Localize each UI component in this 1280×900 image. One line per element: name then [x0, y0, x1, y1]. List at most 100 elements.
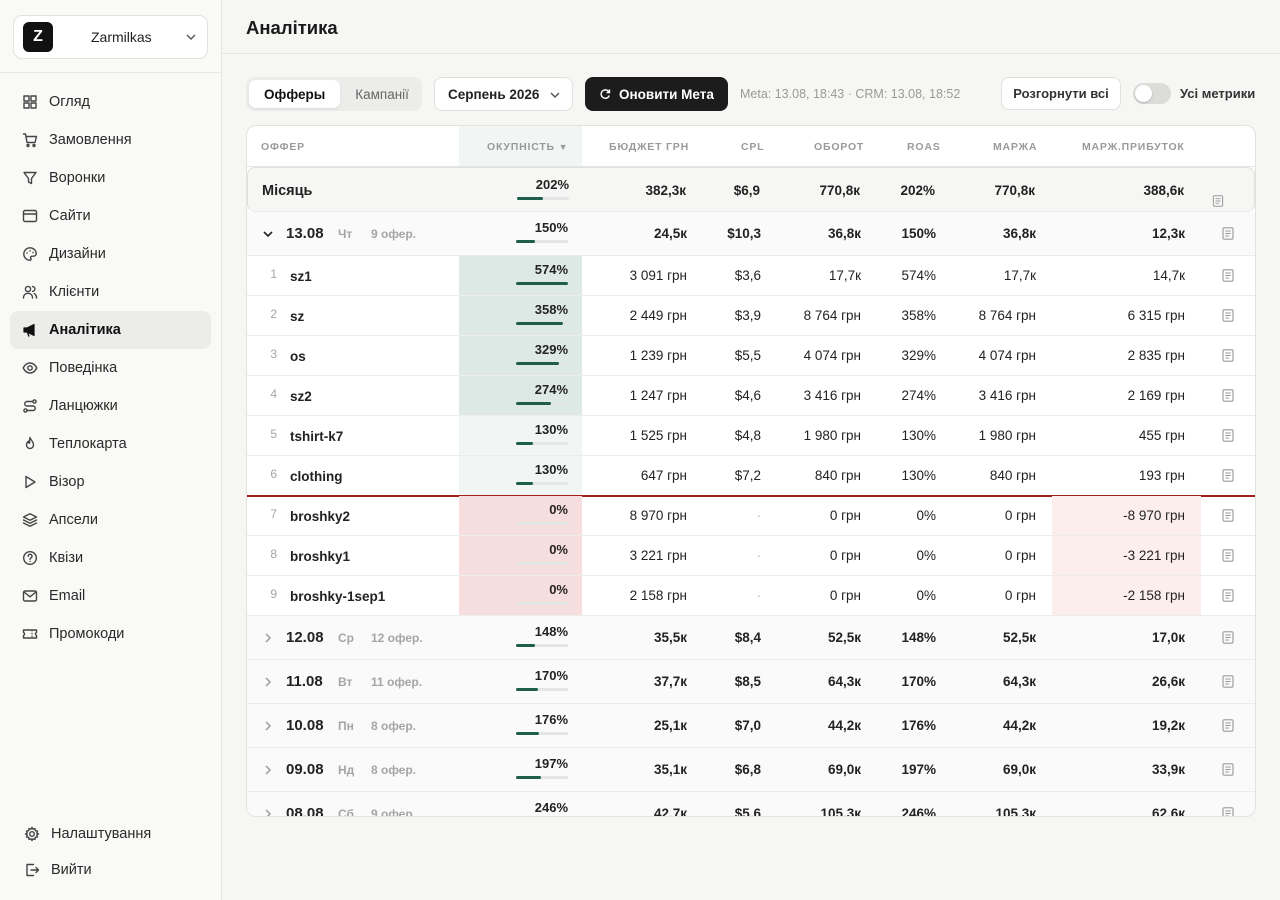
offer-name[interactable]: sz2 [290, 389, 312, 404]
tab-campaigns[interactable]: Кампанії [355, 86, 409, 102]
offer-name[interactable]: tshirt-k7 [290, 429, 344, 444]
chevron-right-icon[interactable] [261, 631, 275, 648]
document-icon[interactable] [1222, 389, 1234, 402]
offer-row: 0% 8 broshky1 3 221 грн · 0 грн 0% 0 грн -3 221 … [247, 536, 1255, 576]
margin-value: 770,8к [994, 183, 1035, 198]
sidebar-item-users[interactable]: Клієнти [10, 273, 211, 311]
day-row[interactable]: 176% 10.08 Пн 8 офер. 25,1к $7,0 44,2к 176% 44,2… [247, 704, 1255, 748]
day-offer-count: 8 офер. [371, 719, 417, 733]
okup-value: 274% [534, 382, 568, 397]
chevron-right-icon[interactable] [261, 763, 275, 780]
header-roas[interactable]: ROAS [907, 141, 941, 153]
document-icon[interactable] [1222, 309, 1234, 322]
document-icon[interactable] [1222, 807, 1234, 816]
document-icon[interactable] [1222, 349, 1234, 362]
document-icon[interactable] [1222, 763, 1234, 776]
chevron-right-icon[interactable] [261, 807, 275, 816]
roas-value: 246% [901, 806, 936, 817]
sidebar-item-logout[interactable]: Вийти [10, 852, 211, 888]
top-bar: Аналітика [222, 0, 1280, 54]
tab-offers[interactable]: Офферы [249, 80, 341, 108]
offer-rank: 1 [270, 267, 277, 281]
sidebar-item-play[interactable]: Візор [10, 463, 211, 501]
profit-value: -3 221 грн [1123, 548, 1185, 563]
document-icon[interactable] [1222, 509, 1234, 522]
day-date: 12.08 [286, 629, 324, 646]
offer-name[interactable]: broshky1 [290, 549, 351, 564]
sidebar-item-gear[interactable]: Налаштування [10, 816, 211, 852]
breakeven-divider [247, 495, 1255, 497]
profit-value: -8 970 грн [1123, 508, 1185, 523]
okup-value: 0% [549, 582, 568, 597]
sidebar-item-mail[interactable]: Email [10, 577, 211, 615]
okup-bar [516, 522, 568, 525]
document-icon[interactable] [1222, 469, 1234, 482]
header-budget[interactable]: БЮДЖЕТ ГРН [609, 141, 689, 153]
expand-all-button[interactable]: Розгорнути всі [1001, 77, 1121, 110]
refresh-meta-button[interactable]: Оновити Мета [585, 77, 728, 111]
sidebar-item-megaphone[interactable]: Аналітика [10, 311, 211, 349]
day-row[interactable]: 150% 13.08 Чт 9 офер. 24,5к $10,3 36,8к 150% 36,… [247, 212, 1255, 256]
cpl-value: $3,6 [734, 268, 761, 283]
sidebar-item-cart[interactable]: Замовлення [10, 121, 211, 159]
day-row[interactable]: 197% 09.08 Нд 8 офер. 35,1к $6,8 69,0к 197% 69,0… [247, 748, 1255, 792]
sidebar-item-palette[interactable]: Дизайни [10, 235, 211, 273]
offer-name[interactable]: clothing [290, 469, 343, 484]
document-icon[interactable] [1222, 719, 1234, 732]
cpl-value: $4,6 [734, 388, 761, 403]
header-margin[interactable]: МАРЖА [993, 141, 1038, 153]
okup-bar [516, 240, 568, 243]
document-icon[interactable] [1222, 589, 1234, 602]
header-profit[interactable]: МАРЖ.ПРИБУТОК [1082, 141, 1185, 153]
day-row[interactable]: 246% 08.08 Сб 9 офер. 42,7к $5,6 105,3к 246% 105… [247, 792, 1255, 817]
offer-name[interactable]: os [290, 349, 306, 364]
margin-value: 8 764 грн [978, 308, 1036, 323]
day-row[interactable]: 148% 12.08 Ср 12 офер. 35,5к $8,4 52,5к 148% 52,… [247, 616, 1255, 660]
document-icon[interactable] [1222, 269, 1234, 282]
month-select[interactable]: Серпень 2026 [434, 77, 573, 111]
sidebar-item-layers[interactable]: Апсели [10, 501, 211, 539]
sidebar-item-flame[interactable]: Теплокарта [10, 425, 211, 463]
sidebar-item-grid[interactable]: Огляд [10, 83, 211, 121]
document-icon[interactable] [1222, 429, 1234, 442]
route-icon [23, 399, 37, 413]
header-cpl[interactable]: CPL [741, 141, 765, 153]
layers-icon [22, 513, 38, 527]
offer-name[interactable]: broshky-1sep1 [290, 589, 386, 604]
profit-value: -2 158 грн [1123, 588, 1185, 603]
header-turnover[interactable]: ОБОРОТ [814, 141, 865, 153]
sidebar-item-funnel[interactable]: Воронки [10, 159, 211, 197]
document-icon[interactable] [1212, 184, 1235, 207]
document-icon[interactable] [1222, 675, 1234, 688]
document-icon[interactable] [1222, 549, 1234, 562]
sidebar-item-eye[interactable]: Поведінка [10, 349, 211, 387]
chevron-down-icon[interactable] [261, 227, 275, 244]
cpl-value: $6,8 [734, 762, 761, 777]
all-metrics-toggle[interactable] [1133, 83, 1171, 104]
sidebar-item-browser[interactable]: Сайти [10, 197, 211, 235]
okup-cell: 202% [460, 168, 583, 211]
document-icon[interactable] [1222, 631, 1234, 644]
sidebar-item-ticket[interactable]: Промокоди [10, 615, 211, 653]
chevron-right-icon[interactable] [261, 719, 275, 736]
header-offer[interactable]: ОФФЕР [261, 141, 305, 153]
chevron-right-icon[interactable] [261, 675, 275, 692]
offer-name[interactable]: sz1 [290, 269, 312, 284]
header-okup[interactable]: ОКУПНІСТЬ ▼ [487, 141, 568, 153]
document-icon[interactable] [1222, 227, 1234, 240]
offer-name[interactable]: sz [290, 309, 305, 324]
sidebar-item-help-circle[interactable]: Квізи [10, 539, 211, 577]
month-label: Місяць [262, 183, 313, 199]
nav-label: Дизайни [49, 246, 106, 262]
budget-value: 2 158 грн [629, 588, 687, 603]
refresh-icon [600, 89, 611, 99]
offer-row: 358% 2 sz 2 449 грн $3,9 8 764 грн 358% 8 764 г… [247, 296, 1255, 336]
offer-name[interactable]: broshky2 [290, 509, 351, 524]
workspace-switcher[interactable]: Z Zarmilkas [13, 15, 208, 59]
sidebar-item-route[interactable]: Ланцюжки [10, 387, 211, 425]
day-row[interactable]: 170% 11.08 Вт 11 офер. 37,7к $8,5 64,3к 170% 64,… [247, 660, 1255, 704]
okup-bar [516, 282, 568, 285]
profit-value: 14,7к [1152, 268, 1185, 283]
profit-value: 388,6к [1143, 183, 1184, 198]
day-weekday: Пн [338, 719, 354, 733]
